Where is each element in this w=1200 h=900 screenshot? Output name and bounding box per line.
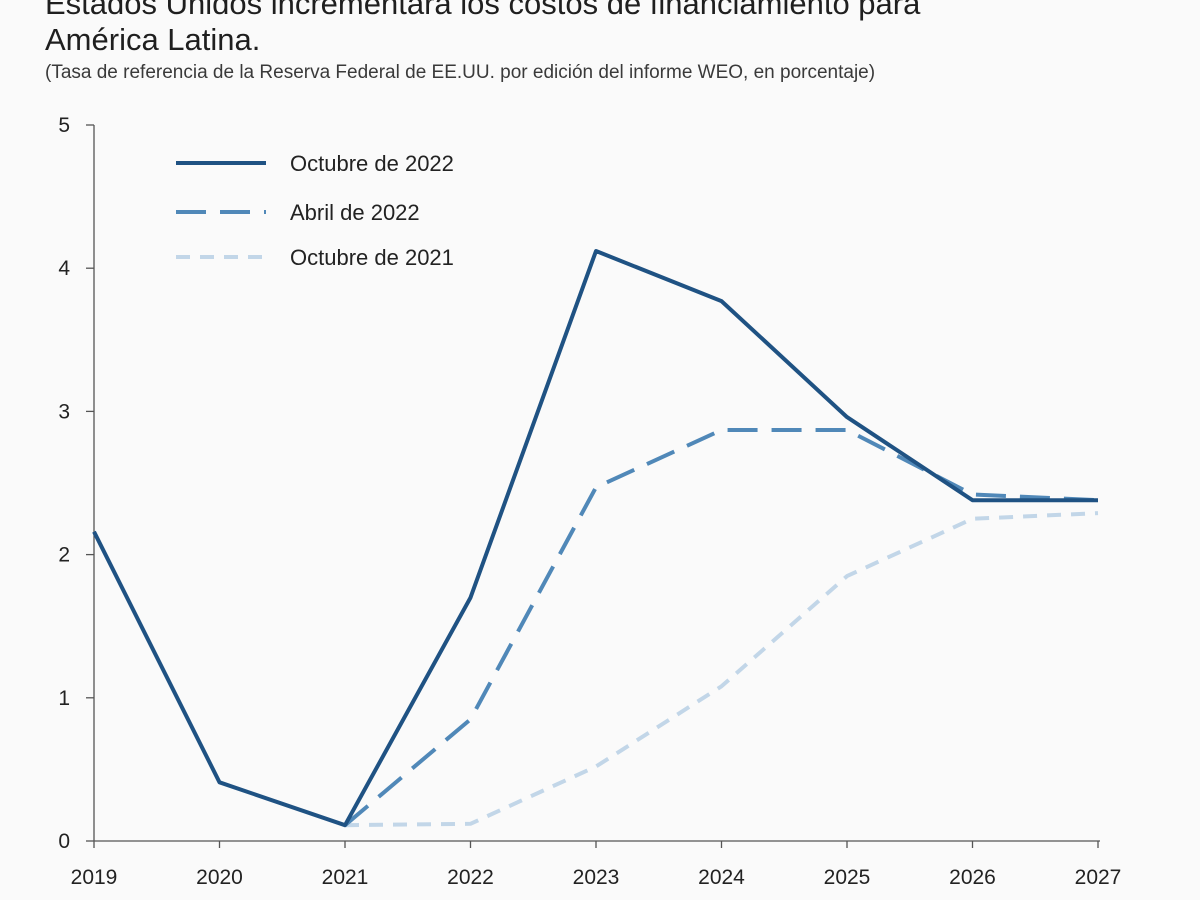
x-tick-label: 2027 [1075, 866, 1122, 889]
x-tick-label: 2023 [573, 866, 620, 889]
x-tick-label: 2019 [71, 866, 118, 889]
x-tick-label: 2021 [322, 866, 369, 889]
legend: Octubre de 2022 Abril de 2022 Octubre de 2… [176, 151, 454, 270]
y-tick-label: 4 [58, 257, 70, 280]
y-axis-ticks: 0 1 2 3 4 5 [58, 114, 94, 853]
x-tick-label: 2024 [698, 866, 745, 889]
chart-title-line-2: América Latina. [45, 22, 261, 57]
y-tick-label: 2 [58, 544, 70, 567]
x-tick-label: 2025 [824, 866, 871, 889]
legend-label-2: Abril de 2022 [290, 200, 420, 225]
series-layer [92, 249, 1099, 828]
legend-label-1: Octubre de 2022 [290, 151, 454, 176]
y-tick-label: 5 [58, 114, 70, 137]
y-tick-label: 3 [58, 400, 70, 423]
y-tick-label: 0 [58, 830, 70, 853]
x-axis-ticks: 2019 2020 2021 2022 2023 2024 2025 2026 2027 [71, 841, 1122, 889]
x-tick-label: 2026 [949, 866, 996, 889]
x-tick-label: 2022 [447, 866, 494, 889]
series-line-2 [343, 428, 1099, 827]
series-line-1 [92, 249, 1098, 828]
chart-subtitle: (Tasa de referencia de la Reserva Federa… [45, 62, 876, 83]
x-tick-label: 2020 [196, 866, 243, 889]
legend-label-3: Octubre de 2021 [290, 245, 454, 270]
chart-title-line-1: Estados Unidos incrementará los costos d… [45, 0, 921, 21]
series-line-3 [344, 511, 1099, 828]
chart-title: Estados Unidos incrementará los costos d… [45, 0, 1185, 58]
y-tick-label: 1 [58, 687, 70, 710]
